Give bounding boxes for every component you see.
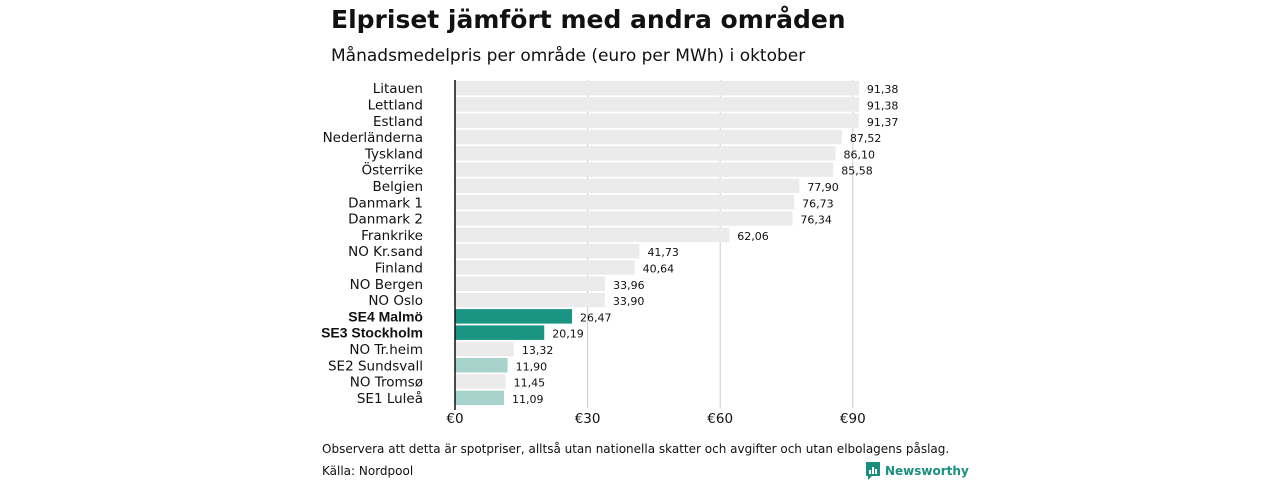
category-label: NO Bergen <box>350 277 423 293</box>
chart-subtitle: Månadsmedelpris per område (euro per MWh… <box>331 46 806 66</box>
bar <box>455 276 606 291</box>
bar <box>455 374 506 389</box>
bar <box>455 260 635 275</box>
value-label: 86,10 <box>844 148 876 161</box>
category-label: Finland <box>375 260 423 276</box>
value-label: 11,90 <box>516 360 548 373</box>
source-note: Källa: Nordpool <box>322 464 414 478</box>
category-label: Litauen <box>373 81 423 97</box>
category-label: SE1 Luleå <box>357 390 423 407</box>
category-label: Tyskland <box>364 146 423 162</box>
value-label: 40,64 <box>643 262 675 275</box>
value-label: 91,38 <box>867 99 899 112</box>
bar <box>455 195 795 210</box>
category-label: SE4 Malmö <box>348 308 423 324</box>
x-tick-label: €0 <box>446 411 463 427</box>
value-label: 62,06 <box>737 230 769 243</box>
newsworthy-logo-icon <box>866 462 880 480</box>
value-label: 91,37 <box>867 116 899 129</box>
brand-logo: Newsworthy <box>866 462 969 480</box>
category-label: NO Kr.sand <box>348 244 423 260</box>
x-tick-label: €30 <box>575 411 601 427</box>
value-label: 11,45 <box>514 377 546 390</box>
category-label: NO Tr.heim <box>349 342 423 358</box>
category-label: SE2 Sundsvall <box>328 358 423 374</box>
x-tick-label: €90 <box>840 411 866 427</box>
category-label: Nederländerna <box>323 130 423 146</box>
value-label: 76,73 <box>802 197 834 210</box>
x-tick-label: €60 <box>707 411 733 427</box>
bar <box>455 358 508 373</box>
category-label: Danmark 1 <box>348 195 423 211</box>
bar <box>455 390 505 406</box>
bar-chart: Litauen 91,38 Lettland 91,38 Estland 91,37 Ned… <box>321 80 899 427</box>
bar <box>455 113 859 128</box>
category-label: Österrike <box>361 161 423 179</box>
value-label: 76,34 <box>800 214 832 227</box>
bar <box>455 243 640 259</box>
value-label: 91,38 <box>867 83 899 96</box>
value-label: 77,90 <box>807 181 839 194</box>
bar <box>455 178 800 194</box>
category-label: NO Oslo <box>368 293 423 309</box>
brand-name: Newsworthy <box>885 464 969 478</box>
value-label: 11,09 <box>512 393 544 406</box>
value-label: 33,96 <box>613 279 645 292</box>
value-label: 87,52 <box>850 132 882 145</box>
bar <box>455 129 842 145</box>
category-label: Lettland <box>368 97 423 113</box>
bar <box>455 97 859 112</box>
value-label: 20,19 <box>552 328 584 341</box>
bar <box>455 80 859 96</box>
category-label: Estland <box>373 114 423 130</box>
bar <box>455 227 730 243</box>
value-label: 13,32 <box>522 344 554 357</box>
category-label: Frankrike <box>361 228 423 244</box>
category-label: Danmark 2 <box>348 212 423 228</box>
footnote: Observera att detta är spotpriser, allts… <box>322 442 950 456</box>
bar <box>455 292 605 308</box>
bar <box>455 146 836 161</box>
bar <box>455 211 793 226</box>
bar <box>455 325 545 340</box>
category-label: SE3 Stockholm <box>321 325 423 341</box>
bar <box>455 341 514 357</box>
category-label: NO Tromsø <box>350 375 423 391</box>
chart-title: Elpriset jämfört med andra områden <box>331 5 846 34</box>
category-label: Belgien <box>373 179 424 195</box>
value-label: 41,73 <box>647 246 679 259</box>
bar <box>455 309 572 324</box>
value-label: 26,47 <box>580 311 612 324</box>
value-label: 33,90 <box>613 295 645 308</box>
bar <box>455 162 834 177</box>
value-label: 85,58 <box>841 165 873 178</box>
